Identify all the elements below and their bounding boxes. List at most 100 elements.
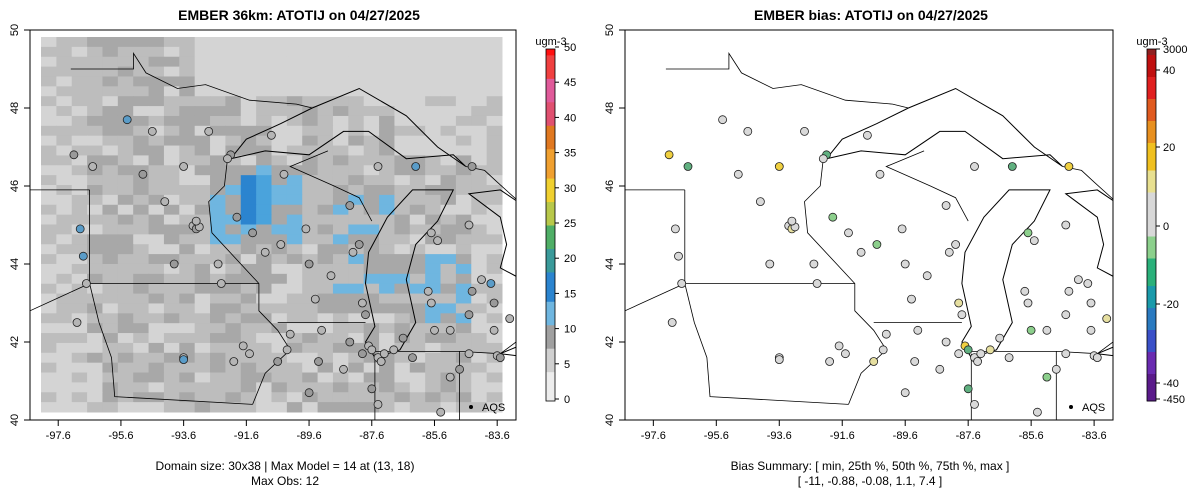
obs-point xyxy=(765,259,775,269)
heatmap-cell xyxy=(271,86,288,97)
heatmap-cell xyxy=(179,244,196,255)
heatmap-cell xyxy=(148,372,165,383)
left-aqs-label: AQS xyxy=(482,402,505,414)
heatmap-cell xyxy=(425,56,442,68)
heatmap-cell xyxy=(409,76,426,87)
heatmap-cell xyxy=(163,224,180,235)
heatmap-cell xyxy=(394,382,411,393)
right-colorbar-segment xyxy=(1147,49,1156,55)
heatmap-cell xyxy=(194,263,211,275)
heatmap-cell xyxy=(256,402,272,413)
left-colorbar-segment xyxy=(546,295,555,302)
right-colorbar-segment xyxy=(1147,236,1156,242)
heatmap-cell xyxy=(394,76,411,87)
left-title: EMBER 36km: ATOTIJ on 04/27/2025 xyxy=(178,7,420,23)
heatmap-cell xyxy=(455,214,472,225)
right-colorbar-segment xyxy=(1147,54,1156,61)
heatmap-cell xyxy=(71,86,88,97)
right-colorbar-segment xyxy=(1147,159,1156,165)
heatmap-cell xyxy=(348,214,365,225)
heatmap-cell xyxy=(41,254,57,265)
heatmap-cell xyxy=(56,234,73,245)
heatmap-cell xyxy=(225,204,242,216)
heatmap-cell xyxy=(133,254,150,265)
left-x-tick-label: -87.6 xyxy=(359,430,384,442)
heatmap-cell xyxy=(256,86,272,97)
heatmap-cell xyxy=(225,125,242,137)
heatmap-cell xyxy=(440,303,457,314)
heatmap-cell xyxy=(179,362,196,374)
heatmap-cell xyxy=(379,115,395,127)
obs-point xyxy=(976,349,986,359)
right-colorbar-segment xyxy=(1147,368,1156,374)
left-x-tick-label: -85.6 xyxy=(422,430,447,442)
right-colorbar-segment xyxy=(1147,335,1156,341)
heatmap-cell xyxy=(486,402,503,413)
heatmap-cell xyxy=(348,115,365,127)
heatmap-cell xyxy=(102,96,119,107)
heatmap-cell xyxy=(286,106,303,117)
heatmap-cell xyxy=(348,303,365,314)
heatmap-cell xyxy=(148,323,165,334)
obs-point xyxy=(944,247,954,257)
heatmap-cell xyxy=(394,254,411,265)
right-colorbar-segment xyxy=(1147,142,1156,149)
heatmap-cell xyxy=(302,283,319,295)
heatmap-cell xyxy=(271,165,288,176)
heatmap-cell xyxy=(102,155,119,166)
heatmap-cell xyxy=(117,66,134,77)
right-colorbar-segment xyxy=(1147,120,1156,127)
left-colorbar-segment xyxy=(546,201,555,208)
left-x-tick-label: -97.6 xyxy=(46,430,71,442)
heatmap-cell xyxy=(56,115,73,127)
heatmap-cell xyxy=(348,96,365,107)
left-colorbar-segment xyxy=(546,336,555,343)
heatmap-cell xyxy=(348,263,365,275)
right-x-tick-label: -85.6 xyxy=(1019,430,1044,442)
left-x-tick-label: -95.6 xyxy=(108,430,133,442)
heatmap-cell xyxy=(486,214,503,225)
obs-point xyxy=(774,355,784,365)
heatmap-cell xyxy=(379,323,395,334)
heatmap-cell xyxy=(394,234,411,245)
heatmap-cell xyxy=(348,165,365,176)
heatmap-cell xyxy=(471,86,488,97)
heatmap-cell xyxy=(256,214,272,225)
obs-point xyxy=(841,349,850,359)
heatmap-cell xyxy=(133,145,150,156)
heatmap-cell xyxy=(317,115,334,127)
heatmap-cell xyxy=(363,135,380,147)
heatmap-cell xyxy=(409,145,426,156)
left-colorbar-segment xyxy=(546,383,555,390)
heatmap-cell xyxy=(455,382,472,393)
heatmap-cell xyxy=(133,194,150,206)
heatmap-cell xyxy=(194,115,211,127)
heatmap-cell xyxy=(363,352,380,364)
heatmap-cell xyxy=(225,382,242,393)
heatmap-cell xyxy=(41,273,57,285)
right-colorbar-segment xyxy=(1147,164,1156,171)
right-colorbar-segment xyxy=(1147,131,1156,138)
heatmap-cell xyxy=(117,96,134,107)
heatmap-cell xyxy=(148,362,165,374)
obs-point xyxy=(869,357,879,366)
left-colorbar-segment xyxy=(546,330,555,337)
heatmap-cell xyxy=(455,313,472,324)
right-colorbar-segment xyxy=(1147,153,1156,160)
heatmap-cell xyxy=(486,96,503,107)
left-colorbar-tick-label: 45 xyxy=(564,77,576,89)
right-colorbar-frame xyxy=(1146,48,1157,402)
heatmap-cell xyxy=(240,185,257,196)
heatmap-cell xyxy=(332,352,349,364)
left-colorbar-segment xyxy=(546,183,555,191)
heatmap-cell xyxy=(348,204,365,216)
heatmap-cell xyxy=(256,56,272,68)
heatmap-cell xyxy=(41,66,57,77)
left-colorbar-segment xyxy=(546,142,555,150)
heatmap-cell xyxy=(409,313,426,324)
heatmap-cell xyxy=(71,234,88,245)
left-colorbar-segment xyxy=(546,172,555,179)
heatmap-cell xyxy=(71,283,88,295)
heatmap-cell xyxy=(486,244,503,255)
heatmap-cell xyxy=(471,263,488,275)
